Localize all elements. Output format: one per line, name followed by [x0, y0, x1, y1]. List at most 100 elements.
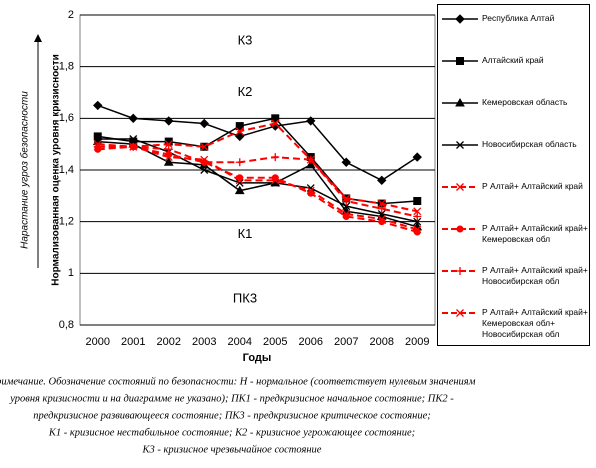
marker [128, 113, 138, 124]
legend-label: Р Алтай+ Алтайский край+ Кемеровская обл [482, 223, 588, 244]
y-tick-label: 0,8 [59, 319, 74, 331]
y-tick-label: 2 [68, 9, 74, 21]
marker [377, 199, 386, 208]
legend-label: Новосибирская область [482, 139, 577, 149]
marker [235, 122, 244, 131]
legend-swatch [442, 141, 478, 149]
legend: Республика Алтай Алтайский край Кемеровска… [437, 4, 590, 346]
y-tick-label: 1,2 [59, 216, 74, 228]
x-tick-label: 2004 [228, 336, 252, 348]
marker [200, 166, 209, 174]
marker [342, 209, 351, 218]
legend-swatch [442, 267, 478, 275]
legend-entry: Алтайский край [440, 55, 588, 66]
legend-label: Р Алтай+ Алтайский край+ Кемеровская обл… [482, 307, 588, 339]
legend-label: Республика Алтай [482, 13, 555, 23]
zone-label: ПК3 [233, 291, 257, 306]
note-line: Примечание. Обозначение состояний по без… [0, 376, 476, 387]
x-tick-label: 2007 [334, 336, 358, 348]
x-tick-label: 2008 [370, 336, 394, 348]
x-axis-label: Годы [243, 352, 272, 364]
series-line [97, 138, 418, 223]
marker [456, 225, 464, 233]
x-tick-label: 2009 [405, 336, 429, 348]
legend-entry: Республика Алтай [440, 13, 588, 24]
marker [456, 183, 464, 191]
marker [341, 157, 351, 167]
marker [163, 157, 174, 166]
marker [456, 57, 464, 65]
series-line [97, 143, 418, 231]
x-tick-label: 2003 [192, 336, 216, 348]
marker [129, 142, 138, 151]
legend-label: Р Алтай+ Алтайский край+ Новосибирская о… [482, 265, 588, 286]
y-axis-label: Нормализованная оценка уровня кризисност… [51, 54, 62, 286]
marker [377, 175, 387, 186]
legend-label: Алтайский край [482, 55, 544, 65]
marker [129, 135, 138, 143]
marker [413, 197, 422, 205]
marker [456, 267, 464, 275]
series-line [97, 104, 418, 182]
legend-swatch [442, 97, 478, 107]
marker [413, 212, 422, 221]
legend-entry: Р Алтай+ Алтайский край+ Новосибирская о… [440, 265, 588, 287]
marker [413, 207, 422, 216]
marker [199, 118, 209, 129]
marker [164, 145, 173, 154]
note-line: уровня кризисности и на диаграмме не ука… [9, 393, 454, 404]
marker [455, 97, 465, 107]
marker [271, 119, 280, 128]
marker [235, 176, 244, 185]
marker [235, 178, 244, 187]
y-tick-label: 1,6 [59, 112, 74, 124]
legend-label: Кемеровская область [482, 97, 568, 107]
ylabel2: Нарастание угроз безопасности [19, 91, 31, 249]
marker [342, 197, 351, 205]
marker [164, 140, 173, 149]
marker [413, 225, 422, 234]
marker [306, 186, 315, 195]
legend-entry: Р Алтай+ Алтайский край+ Кемеровская обл… [440, 307, 588, 340]
legend-entry: Р Алтай+ Алтайский край [440, 181, 588, 192]
zone-label: К2 [238, 84, 253, 99]
note-line: К3 - кризисное чрезвычайное состояние [142, 444, 322, 455]
marker [412, 152, 422, 162]
x-tick-label: 2001 [121, 336, 145, 348]
marker [235, 127, 244, 136]
marker [93, 140, 102, 149]
marker [456, 309, 464, 317]
marker [164, 153, 173, 162]
legend-swatch [442, 14, 478, 24]
marker [235, 158, 244, 167]
series-line [97, 140, 418, 228]
x-tick-label: 2005 [263, 336, 287, 348]
marker [456, 141, 464, 149]
x-tick-label: 2006 [299, 336, 323, 348]
series-line [97, 122, 418, 213]
y-tick-label: 1,4 [59, 164, 74, 176]
marker [306, 155, 315, 164]
marker [164, 116, 174, 126]
marker [306, 116, 316, 126]
marker [413, 217, 422, 226]
marker [271, 153, 280, 162]
x-tick-label: 2002 [157, 336, 181, 348]
marker [200, 142, 209, 151]
marker [377, 204, 386, 213]
zone-label: К3 [238, 32, 253, 47]
legend-entry: Новосибирская область [440, 139, 588, 150]
marker [235, 131, 245, 142]
legend-label: Р Алтай+ Алтайский край [482, 181, 583, 191]
legend-entry: Р Алтай+ Алтайский край+ Кемеровская обл [440, 223, 588, 245]
y-tick-label: 1 [68, 267, 74, 279]
marker [305, 159, 316, 169]
legend-swatch [442, 57, 478, 65]
legend-swatch [442, 225, 478, 233]
zone-label: К1 [238, 226, 253, 241]
series-line [97, 145, 418, 218]
marker [271, 176, 280, 185]
marker [234, 185, 245, 195]
